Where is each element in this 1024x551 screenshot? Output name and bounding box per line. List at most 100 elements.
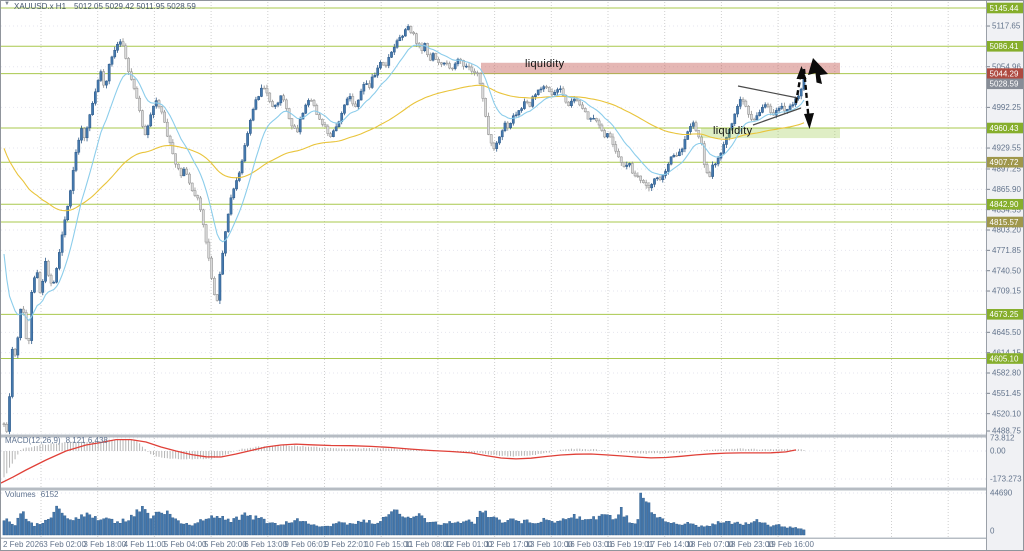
time-axis-label: 5 Feb 20:00 — [204, 540, 247, 549]
price-axis-tick-label: 5054.96 — [992, 62, 1021, 71]
svg-text:5145.44: 5145.44 — [990, 4, 1019, 13]
price-axis-tick-label: 4929.55 — [992, 144, 1021, 153]
price-axis-tick-label: 4520.10 — [992, 409, 1021, 418]
price-level-badge — [987, 40, 1023, 52]
drawn-arrows-annotation[interactable] — [794, 58, 828, 129]
price-axis-tick-label: 4897.25 — [992, 165, 1021, 174]
time-axis-label: 3 Feb 18:00 — [83, 540, 126, 549]
svg-text:4815.57: 4815.57 — [990, 218, 1019, 227]
trendlines[interactable] — [737, 85, 802, 126]
price-axis-tick-label: 4865.90 — [992, 185, 1021, 194]
price-axis-tick-label: 4740.50 — [992, 266, 1021, 275]
price-axis-tick-label: 4992.25 — [992, 103, 1021, 112]
macd-axis-label: 73.812 — [990, 434, 1015, 443]
title-expander-icon[interactable]: ▼ — [4, 1, 10, 7]
volume-axis-label: 0 — [990, 527, 995, 536]
time-axis-label: 10 Feb 15:00 — [365, 540, 413, 549]
ma-slow-line — [3, 84, 805, 212]
svg-text:5044.29: 5044.29 — [990, 69, 1019, 78]
macd-signal-line — [1, 438, 797, 484]
ohlc-readout: 5012.05 5029.42 5011.95 5028.59 — [74, 2, 196, 11]
price-axis-tick-label: 4582.80 — [992, 369, 1021, 378]
price-axis-tick-label: 4771.85 — [992, 246, 1021, 255]
time-axis-label: 18 Feb 07:00 — [686, 540, 734, 549]
level-lines[interactable] — [1, 7, 986, 360]
svg-text:4605.10: 4605.10 — [990, 354, 1019, 363]
price-axis-tick-label: 4488.75 — [992, 427, 1021, 436]
ma-fast-line — [3, 44, 805, 322]
time-axis-label: 5 Feb 04:00 — [164, 540, 207, 549]
volumes-value: 6152 — [40, 490, 59, 499]
svg-text:4673.25: 4673.25 — [990, 310, 1019, 319]
time-axis-label: 4 Feb 11:00 — [124, 540, 167, 549]
pane-separator — [1, 487, 1023, 491]
symbol-period-label: XAUUSD.x — [14, 2, 54, 11]
price-axis-tick-label: 4709.15 — [992, 287, 1021, 296]
pane-separators[interactable] — [1, 434, 1024, 540]
time-axis-label: 3 Feb 02:00 — [43, 540, 86, 549]
time-axis-label: 13 Feb 10:00 — [526, 540, 574, 549]
time-axis-label: 9 Feb 22:01 — [325, 540, 368, 549]
price-level-badge — [987, 353, 1023, 364]
supply-liquidity-zone — [481, 62, 840, 74]
time-axis-label: 12 Feb 01:00 — [445, 540, 493, 549]
macd-axis-label: 0.00 — [990, 447, 1006, 456]
price-axis-tick-label: 4614.15 — [992, 348, 1021, 357]
price-axis[interactable]: 5117.65 5054.96 4992.25 4929.55 4897.25 4865.… — [986, 1, 1024, 551]
pane-separator — [1, 537, 1023, 539]
down-arrowhead-icon — [804, 113, 814, 129]
up-arrowhead-icon — [796, 66, 807, 79]
liquidity-label-lower[interactable]: liquidity — [713, 125, 753, 137]
time-axis-label: 11 Feb 08:00 — [405, 540, 452, 549]
price-level-badge — [987, 122, 1023, 134]
price-level-badge — [987, 198, 1023, 210]
time-axis[interactable]: 2 Feb 2026 3 Feb 02:003 Feb 18:004 Feb 11… — [3, 540, 814, 549]
volumes-indicator-label: Volumes 6152 — [5, 490, 59, 499]
trendline — [737, 85, 799, 99]
pane-separator — [1, 434, 1023, 438]
grid — [1, 2, 986, 537]
time-axis-label: 6 Feb 13:00 — [244, 540, 287, 549]
time-axis-label: 17 Feb 14:00 — [646, 540, 694, 549]
demand-liquidity-zone — [701, 128, 840, 139]
time-axis-label: 19 Feb 16:00 — [767, 540, 815, 549]
down-arrow-shaft — [802, 68, 811, 124]
price-level-badge — [987, 68, 1023, 79]
volume-axis-label: 44690 — [990, 489, 1013, 498]
price-level-badge — [987, 309, 1023, 320]
macd-values: 8.121 6.438 — [65, 436, 108, 445]
time-axis-label: 16 Feb 19:01 — [606, 540, 654, 549]
price-level-badge — [987, 216, 1023, 228]
svg-text:5086.41: 5086.41 — [990, 42, 1019, 51]
cursor-arrow-icon — [808, 58, 828, 84]
price-level-badge — [987, 156, 1023, 168]
time-axis-label: 16 Feb 03:01 — [566, 540, 614, 549]
liquidity-label-upper[interactable]: liquidity — [525, 58, 565, 70]
liquidity-zones[interactable] — [481, 62, 840, 139]
svg-text:4907.72: 4907.72 — [990, 158, 1019, 167]
time-axis-label: 9 Feb 06:01 — [284, 540, 327, 549]
svg-text:4842.90: 4842.90 — [990, 200, 1019, 209]
macd-indicator-label: MACD(12,26,9) 8.121 6.438 — [5, 436, 108, 445]
period-label: H1 — [55, 2, 67, 11]
svg-text:5028.59: 5028.59 — [990, 80, 1019, 89]
current-price-badge — [987, 78, 1023, 90]
moving-average-lines[interactable] — [3, 44, 805, 322]
time-axis-label: 12 Feb 17:00 — [485, 540, 533, 549]
macd-axis-label: -173.273 — [990, 475, 1022, 484]
price-axis-tick-label: 4834.55 — [992, 205, 1021, 214]
candles[interactable] — [2, 24, 806, 435]
price-axis-tick-label: 5117.65 — [992, 22, 1021, 31]
chart-title: XAUUSD.x H1 5012.05 5029.42 5011.95 5028.… — [14, 2, 196, 11]
volume-pane[interactable] — [2, 492, 806, 536]
trendline — [752, 107, 802, 126]
svg-text:4960.43: 4960.43 — [990, 124, 1019, 133]
price-axis-tick-label: 4645.50 — [992, 328, 1021, 337]
macd-pane[interactable] — [1, 438, 805, 484]
time-axis-label: 18 Feb 23:00 — [727, 540, 775, 549]
price-axis-tick-label: 4551.45 — [992, 389, 1021, 398]
price-axis-tick-label: 4803.20 — [992, 226, 1021, 235]
time-axis-label: 2 Feb 2026 — [3, 540, 44, 549]
